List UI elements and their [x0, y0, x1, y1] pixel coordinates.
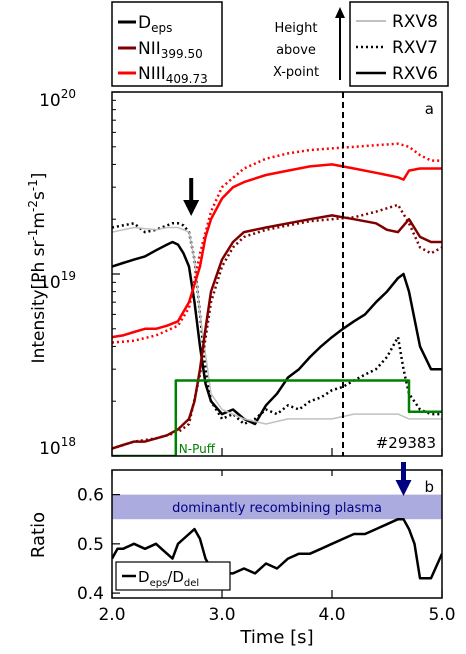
legend-views: RXV8 RXV7 RXV6	[349, 1, 449, 87]
panel-a-frame	[111, 91, 443, 457]
ytick-label-b: 0.4	[77, 584, 104, 604]
legend-label-niii: NIII409.73	[138, 64, 208, 86]
ytick-label-b: 0.5	[77, 535, 104, 555]
ytick-label-b: 0.6	[77, 486, 104, 506]
onset-arrow-head	[183, 200, 200, 216]
legend-label-nii: NII399.50	[138, 39, 203, 61]
panel-b-letter: b	[424, 478, 434, 496]
ytick-label-1e19: 1019	[39, 269, 76, 293]
onset-arrow-icon	[183, 178, 200, 216]
legend-species: Deps NII399.50 NIII409.73	[111, 1, 223, 87]
series-niii409-73-rxv6	[112, 163, 442, 339]
ytick-label-1e20: 1020	[39, 87, 76, 111]
legend-label-deps: Deps	[138, 13, 172, 35]
legend-ratio: Deps/Ddel	[115, 561, 231, 591]
series-deps-rxv8	[112, 226, 442, 425]
height-label-1: Height	[275, 21, 318, 36]
panel-a: a #29383 N-Puff 1020 1019 1018 Intensity…	[26, 87, 443, 459]
xtick-label: 2.0	[98, 605, 125, 625]
x-axis-label: Time [s]	[239, 627, 313, 648]
series-deps-rxv7	[112, 222, 442, 426]
xtick-label: 4.0	[318, 605, 345, 625]
npuff-label: N-Puff	[179, 442, 216, 456]
shot-number: #29383	[376, 434, 436, 452]
recombining-band-label: dominantly recombining plasma	[172, 501, 382, 516]
legend-label-ratio: Deps/Ddel	[138, 568, 199, 589]
series-niii409-73-rxv7	[112, 142, 442, 344]
legend-label-rxv7: RXV7	[392, 38, 438, 58]
panel-a-ylabel: Intensity[Ph sr-1m-2s-1]	[26, 173, 49, 364]
xtick-label: 5.0	[428, 605, 455, 625]
series-deps-ddel	[112, 517, 442, 580]
height-arrow-icon	[335, 7, 345, 18]
panel-a-letter: a	[425, 100, 434, 118]
recombining-arrow-head	[395, 480, 412, 496]
legend-label-rxv8: RXV8	[392, 12, 438, 32]
height-annotation: Height above X-point	[273, 7, 345, 80]
panel-b-ylabel: Ratio	[28, 512, 49, 558]
height-label-2: above	[276, 43, 316, 58]
ytick-label-1e18: 1018	[39, 435, 76, 459]
recombining-arrow-icon	[395, 462, 412, 496]
series-deps-rxv6	[112, 240, 442, 426]
recombining-band	[112, 494, 442, 520]
height-label-3: X-point	[273, 65, 319, 80]
panel-b-frame	[111, 469, 443, 599]
legend-label-rxv6: RXV6	[392, 64, 438, 84]
panel-b: dominantly recombining plasma 0.4 0.5 0.6 2…	[28, 462, 456, 648]
xtick-label: 3.0	[208, 605, 235, 625]
series-n-puff	[112, 379, 442, 456]
